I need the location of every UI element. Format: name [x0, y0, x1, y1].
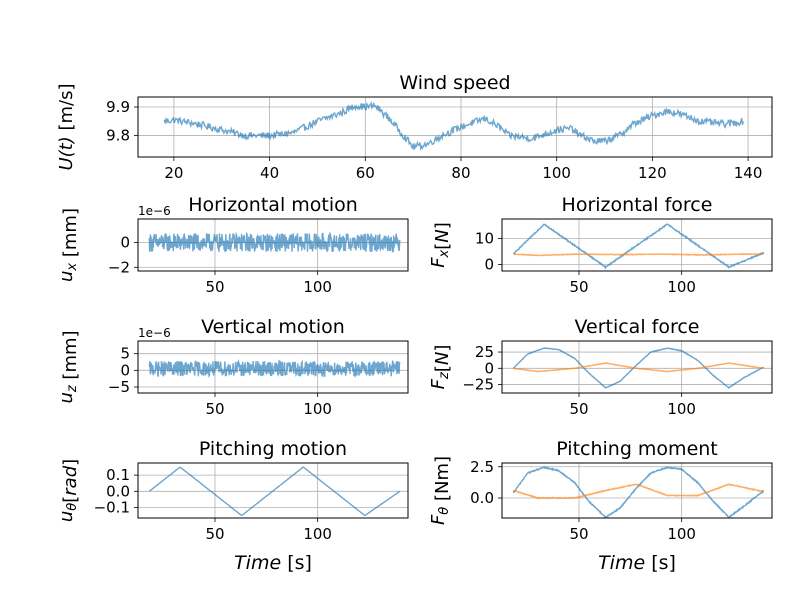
pmotion-panel: 50 100 −0.10.00.1 Pitching motion uθ[rad] Tim…: [56, 438, 409, 574]
hmotion-panel: 50 100 0 −2 Horizontal motion 1e−6 ux [mm]: [56, 194, 409, 296]
y-tick-label: 0: [484, 256, 494, 274]
x-tick-label: 40: [260, 164, 279, 182]
x-tick-label: 50: [569, 400, 588, 418]
wind-axes-frame: [137, 96, 773, 158]
y-tick-label: 0.0: [470, 489, 494, 507]
pmoment-axes-frame: [501, 462, 773, 519]
wind-title: Wind speed: [399, 72, 510, 94]
x-tick-label: 140: [734, 164, 763, 182]
pmoment-ylabel: Fθ [Nm]: [428, 456, 453, 525]
hforce-series-2: [513, 252, 765, 257]
hforce-series-1: [512, 223, 765, 270]
vmotion-offset-label: 1e−6: [138, 326, 171, 340]
hforce-axes-frame: [501, 218, 773, 272]
x-tick-label: 100: [667, 400, 696, 418]
x-tick-label: 80: [451, 164, 470, 182]
x-tick-label: 50: [569, 525, 588, 543]
pmoment-title: Pitching moment: [556, 438, 718, 460]
x-tick-label: 100: [667, 525, 696, 543]
y-tick-label: 0.1: [106, 466, 130, 484]
vforce-series-2: [513, 362, 765, 373]
x-tick-label: 50: [569, 278, 588, 296]
y-tick-label: 0: [484, 359, 494, 377]
y-tick-label: 5: [120, 345, 130, 363]
x-tick-label: 20: [164, 164, 183, 182]
pmotion-axes-frame: [137, 462, 409, 519]
x-tick-label: 100: [667, 278, 696, 296]
hmotion-ylabel: ux [mm]: [56, 208, 81, 282]
hmotion-offset-label: 1e−6: [138, 204, 171, 218]
hforce-panel: 50 100 0 10 Horizontal force Fx[N]: [428, 194, 773, 296]
pmotion-xlabel: Time [s]: [234, 552, 312, 574]
y-tick-label: 0: [120, 361, 130, 379]
wind-series-1: [163, 100, 744, 152]
x-tick-label: 50: [205, 400, 224, 418]
vmotion-ylabel: uz [mm]: [56, 330, 81, 403]
y-tick-label: 10: [475, 230, 494, 248]
x-tick-label: 100: [542, 164, 571, 182]
y-tick-label: 9.9: [106, 98, 130, 116]
wind-panel: 20 40 60 80 100 120 140 9.8 9.9 Wind speed U(t) [m…: [56, 72, 773, 182]
y-tick-label: 0.0: [106, 482, 130, 500]
x-tick-label: 120: [638, 164, 667, 182]
y-tick-label: −0.1: [94, 498, 130, 516]
y-tick-label: 0: [120, 234, 130, 252]
x-tick-label: 60: [356, 164, 375, 182]
pmotion-series-1: [148, 466, 401, 517]
y-tick-label: −2: [108, 258, 130, 276]
hmotion-series-1: [148, 231, 401, 253]
y-tick-label: −5: [108, 378, 130, 396]
x-tick-label: 50: [205, 525, 224, 543]
hforce-ylabel: Fx[N]: [428, 222, 453, 268]
x-tick-label: 100: [303, 278, 332, 296]
y-tick-label: −25: [462, 376, 494, 394]
y-tick-label: 9.8: [106, 127, 130, 145]
vmotion-series-1: [148, 358, 401, 379]
hmotion-title: Horizontal motion: [188, 194, 358, 216]
pmoment-xlabel: Time [s]: [598, 552, 676, 574]
x-tick-label: 50: [205, 278, 224, 296]
vforce-series-1: [513, 347, 765, 389]
wind-ylabel: U(t) [m/s]: [56, 83, 77, 170]
vforce-title: Vertical force: [574, 316, 699, 338]
vforce-axes-frame: [501, 340, 773, 394]
x-tick-label: 100: [303, 400, 332, 418]
y-tick-label: 25: [475, 343, 494, 361]
vmotion-panel: 50 100 −505 Vertical motion 1e−6 uz [mm]: [56, 316, 409, 418]
hmotion-axes-frame: [137, 218, 409, 272]
hforce-title: Horizontal force: [562, 194, 713, 216]
pmotion-title: Pitching motion: [199, 438, 347, 460]
pmoment-series-1: [512, 465, 765, 518]
y-tick-label: 2.5: [470, 458, 494, 476]
pmotion-ylabel: uθ[rad]: [56, 459, 81, 522]
vmotion-axes-frame: [137, 340, 409, 394]
vmotion-title: Vertical motion: [201, 316, 345, 338]
pmoment-panel: 50 100 0.0 2.5 Pitching moment Fθ [Nm] Time [s…: [428, 438, 773, 574]
vforce-ylabel: Fz[N]: [428, 345, 453, 390]
x-tick-label: 100: [303, 525, 332, 543]
pmoment-series-2: [512, 483, 765, 500]
